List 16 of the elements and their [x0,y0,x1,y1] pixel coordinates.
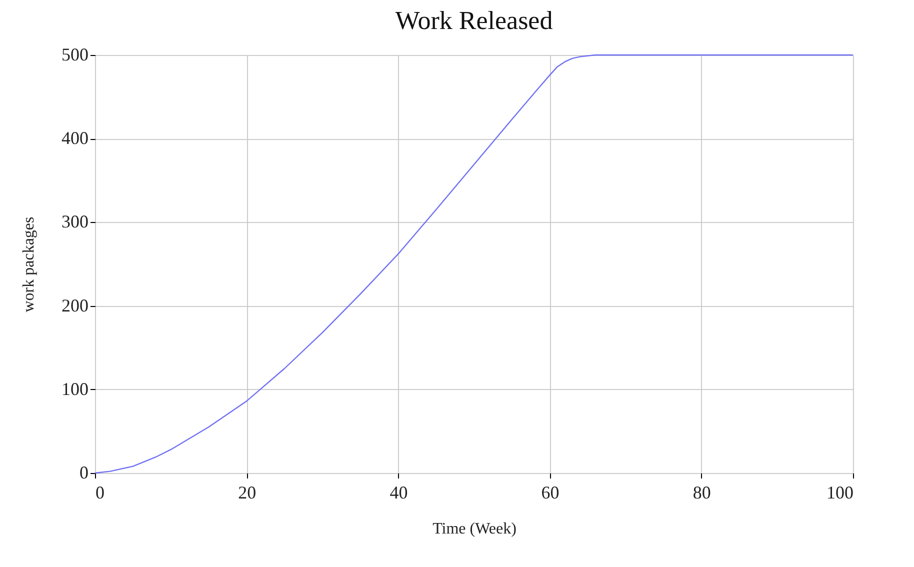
x-tick-label: 60 [541,482,560,502]
chart-title: Work Released [395,6,553,35]
line-series [94,54,854,474]
y-tick-label: 400 [62,128,88,148]
x-tick-label: 0 [96,482,104,502]
x-axis-title: Time (Week) [432,520,516,538]
y-tick-label: 500 [62,44,88,64]
x-tick-label: 80 [692,482,711,502]
y-tick-label: 300 [62,212,88,232]
y-tick-label: 100 [62,378,88,399]
y-tick-label: 200 [62,295,88,316]
x-tick-label: 40 [390,482,408,502]
x-tick-label: 100 [826,482,854,502]
y-axis-title: work packages [20,216,38,312]
y-tick-label: 0 [80,462,88,482]
x-tick-label: 20 [238,482,256,502]
